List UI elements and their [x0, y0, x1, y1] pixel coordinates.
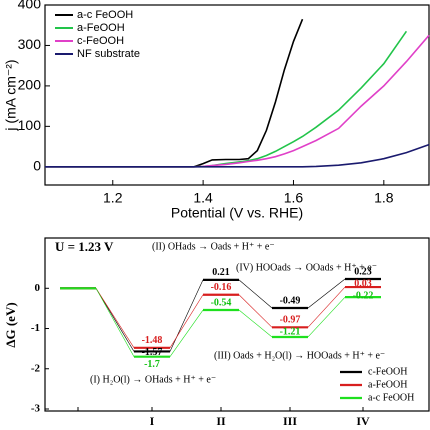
x-tick-label: II — [216, 414, 226, 428]
y-tick-label: -1 — [31, 322, 40, 334]
data-label: -1.7 — [144, 359, 160, 370]
x-axis-label: Potential (V vs. RHE) — [171, 205, 303, 221]
x-tick-label: 1.2 — [103, 190, 123, 206]
y-tick-label: 400 — [18, 0, 42, 12]
annotation: (III) Oads + H₂O(l) → HOOads + H⁺ + e⁻ — [214, 350, 385, 361]
y-axis-label: j (mA cm⁻²) — [3, 59, 19, 131]
annotation: (IV) HOOads → OOads + H⁺ + e⁻ — [236, 262, 377, 273]
connector — [238, 294, 273, 328]
x-tick-label: III — [283, 414, 297, 428]
x-tick-label: 1.6 — [284, 190, 304, 206]
data-label: -0.22 — [353, 290, 374, 301]
plot-frame — [44, 237, 430, 412]
y-tick-label: 0 — [33, 158, 41, 174]
connector — [169, 279, 204, 352]
connector — [307, 286, 346, 328]
y-tick-label: 100 — [18, 117, 42, 133]
y-tick-label: 300 — [18, 36, 42, 52]
line-series — [45, 143, 430, 168]
connector — [95, 288, 135, 348]
x-tick-label: 1.8 — [374, 190, 394, 206]
data-label: -1.57 — [142, 347, 163, 358]
legend-label: c-FeOOH — [368, 366, 407, 377]
connector — [95, 288, 135, 352]
connector — [169, 309, 204, 357]
data-label: -1.21 — [280, 327, 301, 338]
connector — [307, 278, 346, 309]
y-tick-label: 0 — [35, 282, 41, 294]
data-label: 0.03 — [354, 278, 372, 289]
connector — [238, 279, 273, 309]
annotation: (I) H₂O(l) → OHads + H⁺ + e⁻ — [90, 374, 216, 385]
legend-label: a-c FeOOH — [368, 392, 414, 403]
data-label: -1.48 — [142, 335, 163, 346]
annotation: U = 1.23 V — [55, 239, 114, 254]
legend-label: c-FeOOH — [77, 35, 124, 47]
y-tick-label: -2 — [31, 362, 41, 374]
data-label: -0.16 — [211, 282, 232, 293]
x-tick-label: 1.4 — [193, 190, 213, 206]
data-label: 0.23 — [354, 266, 372, 277]
legend-label: a-c FeOOH — [77, 9, 133, 21]
x-tick-label: I — [150, 414, 155, 428]
annotation: (II) OHads → Oads + H⁺ + e⁻ — [152, 241, 275, 252]
x-tick-label: IV — [356, 414, 370, 428]
legend-label: a-FeOOH — [77, 22, 125, 34]
plot-frame — [44, 4, 430, 186]
connector — [169, 294, 204, 348]
legend-label: a-FeOOH — [368, 379, 407, 390]
connector — [307, 296, 346, 338]
data-label: -0.49 — [280, 295, 301, 306]
y-axis-label: ΔG (eV) — [3, 302, 18, 347]
data-label: -0.97 — [280, 315, 301, 326]
legend-label: NF substrate — [77, 48, 140, 60]
y-tick-label: -3 — [31, 403, 41, 415]
data-label: -0.54 — [211, 297, 232, 308]
data-label: 0.21 — [212, 267, 230, 278]
connector — [238, 309, 273, 338]
y-tick-label: 200 — [18, 77, 42, 93]
connector — [95, 288, 135, 357]
